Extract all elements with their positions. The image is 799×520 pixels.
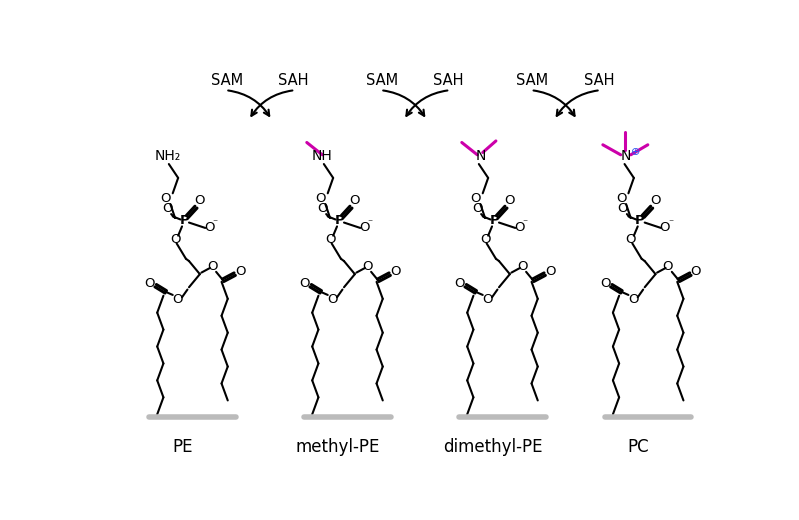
Text: O: O	[204, 222, 214, 235]
Text: O: O	[316, 192, 326, 205]
Text: P: P	[635, 214, 645, 227]
Text: O: O	[650, 194, 661, 207]
Text: O: O	[471, 192, 481, 205]
Text: O: O	[207, 260, 217, 273]
Text: O: O	[600, 277, 610, 290]
Text: O: O	[616, 192, 626, 205]
Text: PE: PE	[173, 438, 193, 457]
Text: SAH: SAH	[433, 73, 464, 87]
Text: ⁻: ⁻	[669, 218, 674, 228]
Text: ⁻: ⁻	[213, 218, 218, 228]
Text: O: O	[660, 222, 670, 235]
Text: O: O	[359, 222, 369, 235]
Text: O: O	[480, 233, 491, 246]
Text: PC: PC	[628, 438, 650, 457]
Text: ⁻: ⁻	[523, 218, 528, 228]
Text: O: O	[195, 194, 205, 207]
Text: O: O	[505, 194, 515, 207]
Text: N: N	[475, 149, 486, 163]
Text: O: O	[454, 277, 465, 290]
Text: O: O	[235, 265, 245, 278]
Text: O: O	[172, 293, 183, 306]
Text: O: O	[618, 202, 628, 215]
Text: SAH: SAH	[278, 73, 309, 87]
Text: O: O	[662, 260, 674, 273]
Text: O: O	[317, 202, 328, 215]
Text: ⁻: ⁻	[368, 218, 373, 228]
Text: SAH: SAH	[584, 73, 614, 87]
Text: NH₂: NH₂	[154, 149, 181, 163]
Text: O: O	[327, 293, 338, 306]
Text: O: O	[514, 222, 524, 235]
Text: O: O	[350, 194, 360, 207]
Text: N: N	[621, 149, 631, 163]
Text: O: O	[472, 202, 483, 215]
Text: SAM: SAM	[516, 73, 548, 87]
Text: dimethyl-PE: dimethyl-PE	[443, 438, 543, 457]
Text: O: O	[145, 277, 155, 290]
Text: P: P	[335, 214, 344, 227]
Text: O: O	[170, 233, 181, 246]
Text: O: O	[325, 233, 336, 246]
Text: O: O	[517, 260, 527, 273]
Text: P: P	[490, 214, 499, 227]
Text: O: O	[482, 293, 493, 306]
Text: O: O	[362, 260, 372, 273]
Text: SAM: SAM	[211, 73, 243, 87]
Text: O: O	[161, 192, 171, 205]
Text: O: O	[628, 293, 638, 306]
Text: O: O	[162, 202, 173, 215]
Text: O: O	[299, 277, 310, 290]
Text: P: P	[180, 214, 189, 227]
Text: O: O	[545, 265, 555, 278]
Text: O: O	[626, 233, 636, 246]
Text: O: O	[690, 265, 701, 278]
Text: methyl-PE: methyl-PE	[296, 438, 380, 457]
Text: O: O	[390, 265, 400, 278]
Text: NH: NH	[312, 149, 332, 163]
Text: ⊕: ⊕	[630, 147, 640, 157]
Text: SAM: SAM	[366, 73, 398, 87]
